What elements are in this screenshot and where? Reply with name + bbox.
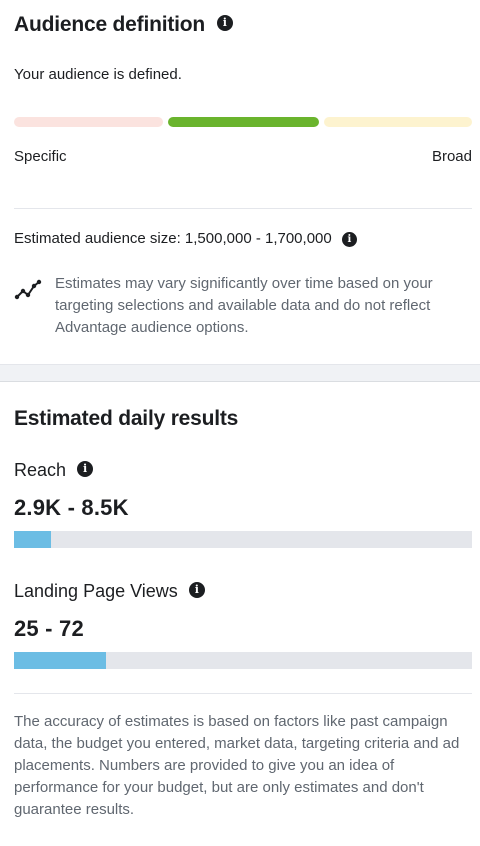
landing-views-bar-fill [14, 652, 106, 669]
info-icon[interactable]: i [216, 15, 233, 32]
trend-line-icon [14, 278, 42, 302]
reach-label-row: Reach i [14, 460, 94, 481]
accuracy-disclaimer: The accuracy of estimates is based on fa… [14, 713, 460, 818]
meter-segment-specific [14, 117, 163, 127]
meter-label-broad: Broad [431, 148, 472, 165]
estimated-results-card: Estimated daily results Reach i 2.9K - 8… [0, 382, 480, 846]
meter-segment-broad [324, 117, 472, 127]
meter-segment-defined [168, 117, 319, 127]
estimated-results-title: Estimated daily results [14, 407, 239, 430]
landing-views-bar [14, 652, 472, 669]
landing-views-label-row: Landing Page Views i [14, 581, 205, 602]
audience-definition-card: Audience definition i Your audience is d… [0, 0, 480, 365]
audience-size-row: Estimated audience size: 1,500,000 - 1,7… [14, 230, 357, 247]
audience-definition-title-row: Audience definition i [14, 13, 233, 37]
audience-definition-title: Audience definition [14, 13, 206, 36]
landing-views-value: 25 - 72 [14, 616, 84, 641]
section-divider [14, 208, 472, 209]
landing-views-label: Landing Page Views [14, 581, 178, 601]
estimates-note: Estimates may vary significantly over ti… [55, 275, 433, 336]
section-divider [14, 693, 472, 694]
reach-value: 2.9K - 8.5K [14, 495, 129, 520]
reach-bar [14, 531, 472, 548]
reach-bar-fill [14, 531, 51, 548]
reach-label: Reach [14, 460, 67, 480]
info-icon[interactable]: i [77, 461, 94, 478]
meter-label-specific: Specific [14, 148, 67, 165]
info-icon[interactable]: i [188, 582, 205, 599]
section-gap [0, 365, 480, 382]
audience-status-text: Your audience is defined. [14, 66, 182, 83]
info-icon[interactable]: i [341, 231, 357, 247]
audience-size-text: Estimated audience size: 1,500,000 - 1,7… [14, 230, 332, 247]
